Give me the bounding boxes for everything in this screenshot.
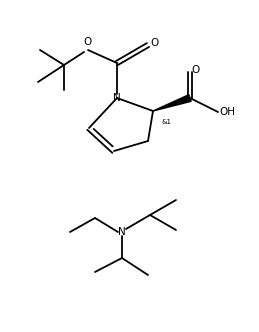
Text: O: O xyxy=(84,37,92,47)
Text: N: N xyxy=(113,93,121,103)
Text: O: O xyxy=(150,38,158,48)
Text: O: O xyxy=(191,65,199,75)
Text: &1: &1 xyxy=(161,119,171,125)
Text: OH: OH xyxy=(219,107,235,117)
Polygon shape xyxy=(153,95,191,111)
Text: N: N xyxy=(118,227,126,237)
